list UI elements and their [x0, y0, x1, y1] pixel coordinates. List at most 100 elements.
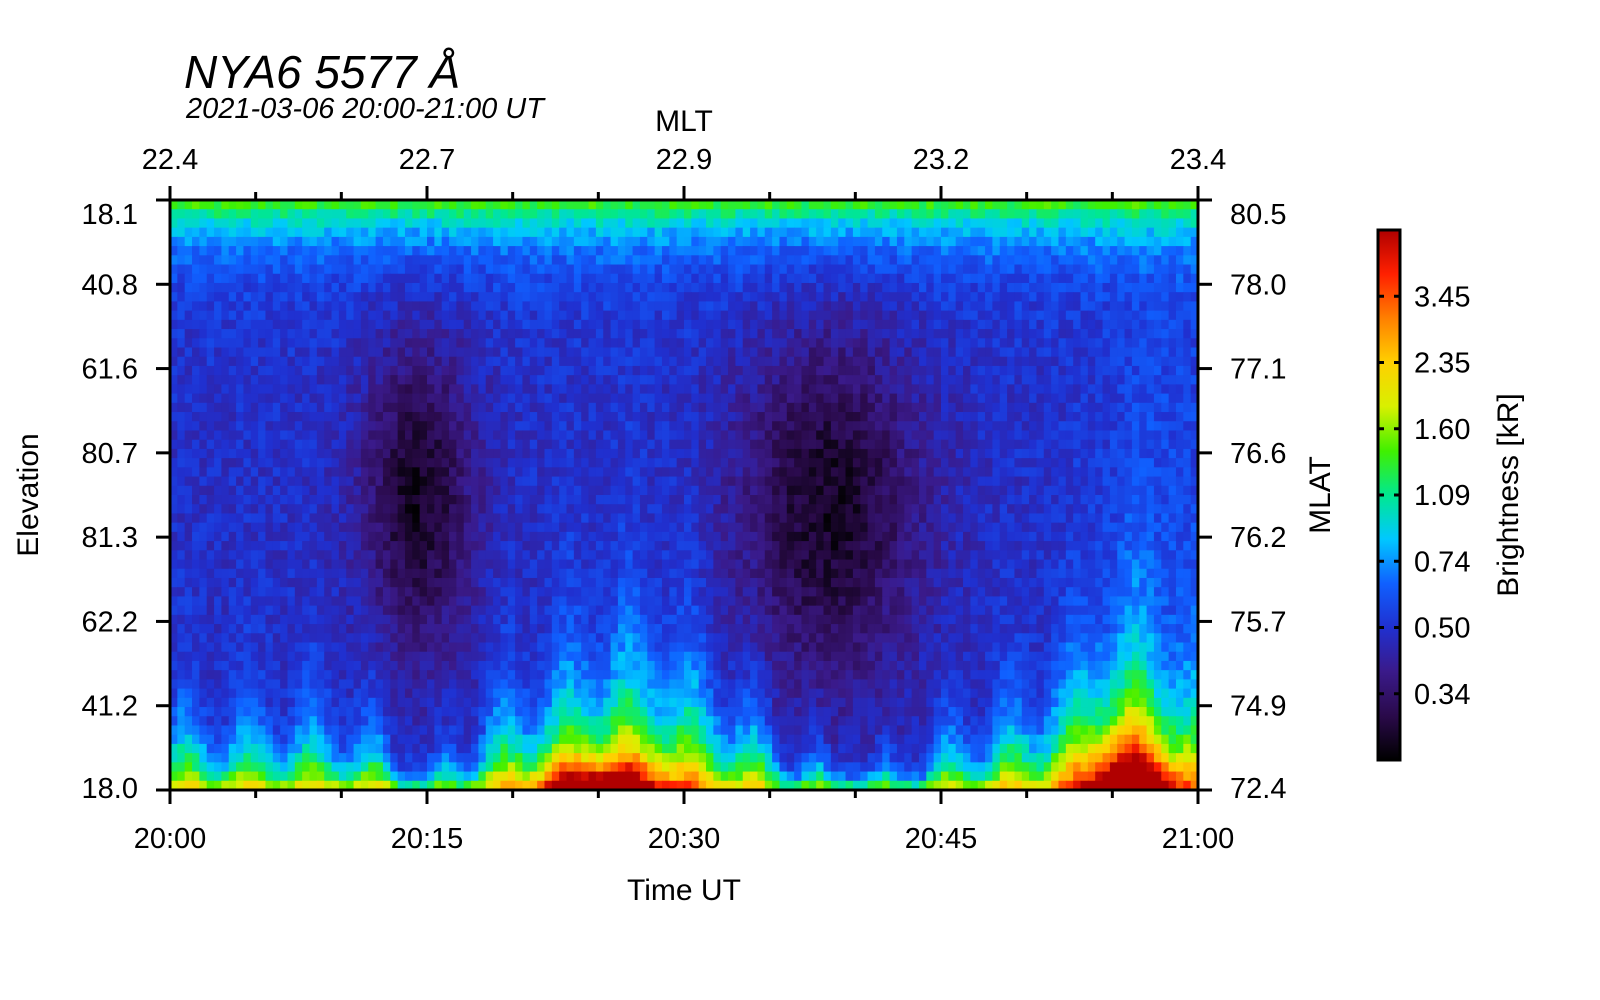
heatmap-cell [845, 375, 854, 385]
heatmap-cell [852, 504, 861, 515]
heatmap-cell [706, 310, 714, 321]
heatmap-cell [221, 393, 230, 404]
heatmap-cell [764, 209, 773, 220]
heatmap-cell [338, 504, 347, 515]
heatmap-cell [1065, 504, 1074, 515]
heatmap-cell [566, 227, 575, 238]
heatmap-cell [706, 375, 714, 385]
heatmap-cell [794, 301, 803, 312]
heatmap-cell [1029, 458, 1038, 468]
heatmap-cell [1139, 384, 1148, 395]
heatmap-cell [1168, 448, 1177, 459]
heatmap-cell [1095, 301, 1104, 312]
heatmap-cell [706, 246, 714, 256]
heatmap-cell [177, 375, 186, 385]
heatmap-cell [551, 301, 560, 312]
heatmap-cell [206, 319, 215, 330]
heatmap-cell [1168, 310, 1177, 321]
heatmap-cell [1036, 218, 1045, 229]
heatmap-cell [852, 236, 861, 247]
heatmap-cell [221, 467, 230, 478]
heatmap-cell [1190, 246, 1199, 256]
heatmap-cell [1131, 448, 1140, 459]
heatmap-cell [390, 347, 399, 358]
heatmap-cell [1065, 218, 1074, 229]
heatmap-cell [170, 393, 178, 404]
heatmap-cell [955, 310, 964, 321]
heatmap-cell [566, 439, 575, 450]
heatmap-cell [368, 365, 377, 376]
heatmap-cell [170, 301, 178, 312]
heatmap-cell [713, 393, 722, 404]
heatmap-cell [243, 375, 252, 385]
heatmap-cell [970, 255, 979, 266]
heatmap-cell [456, 255, 465, 266]
heatmap-cell [1095, 365, 1104, 376]
heatmap-cell [955, 301, 964, 312]
heatmap-cell [331, 448, 340, 459]
heatmap-cell [419, 513, 428, 524]
heatmap-cell [199, 421, 208, 432]
heatmap-cell [441, 485, 450, 496]
heatmap-cell [485, 430, 494, 441]
heatmap-cell [441, 255, 450, 266]
heatmap-cell [588, 218, 597, 229]
heatmap-cell [324, 393, 333, 404]
heatmap-cell [860, 200, 869, 210]
heatmap-cell [515, 504, 524, 515]
heatmap-cell [816, 448, 825, 459]
heatmap-cell [794, 227, 803, 238]
heatmap-cell [353, 200, 362, 210]
heatmap-cell [617, 504, 626, 515]
heatmap-cell [1190, 329, 1199, 339]
heatmap-cell [360, 448, 369, 459]
heatmap-cell [287, 255, 296, 266]
heatmap-cell [338, 264, 347, 275]
heatmap-cell [1190, 200, 1199, 210]
heatmap-cell [170, 273, 178, 284]
heatmap-cell [302, 264, 311, 275]
heatmap-cell [941, 347, 949, 358]
heatmap-cell [1168, 439, 1177, 450]
heatmap-cell [419, 236, 428, 247]
heatmap-cell [860, 310, 869, 321]
heatmap-cell [427, 347, 435, 358]
heatmap-cell [1073, 495, 1082, 505]
heatmap-cell [911, 356, 920, 367]
heatmap-cell [449, 329, 457, 339]
heatmap-cell [1051, 513, 1060, 524]
heatmap-cell [471, 448, 479, 459]
heatmap-cell [691, 513, 700, 524]
heatmap-cell [302, 246, 311, 256]
heatmap-cell [1058, 495, 1067, 505]
heatmap-cell [1029, 476, 1038, 487]
heatmap-cell [441, 218, 450, 229]
heatmap-cell [397, 495, 406, 505]
heatmap-cell [684, 218, 692, 229]
heatmap-cell [214, 448, 222, 459]
heatmap-cell [1117, 439, 1126, 450]
heatmap-cell [750, 356, 759, 367]
heatmap-cell [977, 430, 986, 441]
heatmap-cell [676, 209, 685, 220]
heatmap-cell [625, 338, 634, 349]
heatmap-cell [1043, 338, 1052, 349]
heatmap-cell [1087, 365, 1096, 376]
heatmap-cell [214, 513, 222, 524]
heatmap-cell [632, 412, 641, 422]
heatmap-cell [918, 236, 927, 247]
heatmap-cell [258, 458, 267, 468]
heatmap-cell [228, 329, 237, 339]
heatmap-cell [463, 375, 472, 385]
heatmap-cell [801, 485, 810, 496]
heatmap-cell [434, 365, 443, 376]
heatmap-cell [1007, 292, 1016, 303]
heatmap-cell [1161, 375, 1170, 385]
heatmap-cell [544, 218, 553, 229]
heatmap-cell [427, 412, 435, 422]
heatmap-cell [228, 319, 237, 330]
heatmap-cell [860, 338, 869, 349]
heatmap-cell [397, 236, 406, 247]
heatmap-cell [889, 439, 898, 450]
heatmap-cell [412, 282, 421, 293]
